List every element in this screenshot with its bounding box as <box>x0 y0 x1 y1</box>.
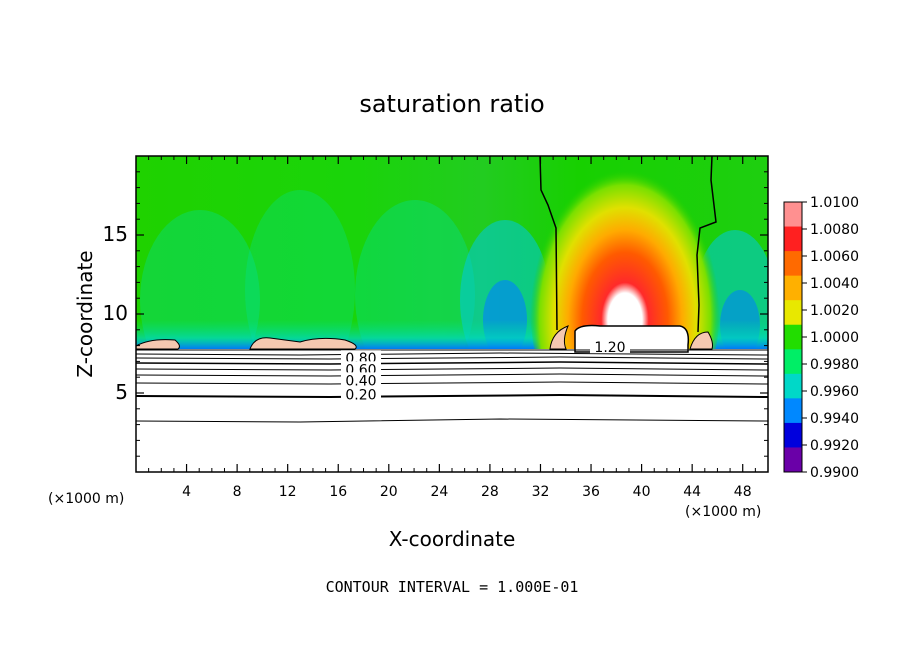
contour-line <box>136 352 768 356</box>
contour-line <box>136 381 768 385</box>
colorbar-label: 0.9920 <box>810 438 859 454</box>
colorbar-label: 1.0000 <box>810 330 859 346</box>
plot-area <box>136 156 768 472</box>
x-axis: 4 8 12 16 20 24 28 32 36 40 44 48 <box>148 156 756 500</box>
y-axis-label: Z-coordinate <box>73 250 97 377</box>
x-tick-label: 24 <box>430 484 448 500</box>
colorbar-label: 0.9940 <box>810 411 859 427</box>
colorbar-segment <box>784 373 802 399</box>
contour-label-bg <box>340 372 381 387</box>
colorbar: 1.0100 1.0080 1.0060 1.0040 1.0020 1.0000 0.99… <box>783 195 859 481</box>
contour-label: 0.20 <box>345 388 376 404</box>
colorbar-segment <box>784 447 802 473</box>
colorbar-label: 1.0020 <box>810 303 859 319</box>
y-axis: 5 10 15 <box>103 171 768 457</box>
x-tick-label: 16 <box>329 484 347 500</box>
dry-layer <box>136 349 768 472</box>
plume-boundary-contour <box>539 156 558 331</box>
x-tick-label: 4 <box>182 484 191 500</box>
contour-line <box>136 373 768 377</box>
plume-boundary-contour <box>696 156 717 333</box>
colorbar-segment <box>784 349 802 375</box>
x-tick-label: 12 <box>279 484 297 500</box>
x-tick-label: 48 <box>734 484 752 500</box>
colorbar-label: 1.0080 <box>810 222 859 238</box>
contour-label-bg <box>340 386 381 401</box>
colorbar-label: 1.0040 <box>810 276 859 292</box>
contour-line <box>136 367 768 371</box>
colorbar-label: 0.9980 <box>810 357 859 373</box>
x-unit-label: (×1000 m) <box>685 504 761 520</box>
colorbar-segment <box>784 275 802 301</box>
colorbar-label: 0.9900 <box>810 465 859 481</box>
contour-line <box>136 393 768 399</box>
z-unit-label: (×1000 m) <box>48 491 124 507</box>
cloud-edge <box>689 331 713 350</box>
contour-line <box>136 361 768 365</box>
contour-interval-note: CONTOUR INTERVAL = 1.000E-01 <box>326 578 579 596</box>
colorbar-segment <box>784 300 802 326</box>
contour-label-bg <box>340 350 381 365</box>
contour-label: 0.40 <box>345 373 376 389</box>
cloud-edge <box>549 325 569 350</box>
x-tick-label: 44 <box>683 484 701 500</box>
y-tick-label: 10 <box>103 301 128 325</box>
colorbar-segment <box>784 226 802 252</box>
cloud-edge <box>249 337 357 350</box>
contour-label: 1.20 <box>594 340 625 356</box>
colorbar-segment <box>784 398 802 424</box>
colorbar-segment <box>784 422 802 448</box>
x-tick-label: 36 <box>582 484 600 500</box>
x-axis-label: X-coordinate <box>389 527 516 551</box>
contour-label-bg <box>340 361 381 376</box>
colorbar-label: 1.0100 <box>810 195 859 211</box>
contour-lines <box>136 349 768 423</box>
x-tick-label: 32 <box>532 484 550 500</box>
colorbar-segment <box>784 324 802 350</box>
contour-label-bg <box>590 339 630 354</box>
colorbar-segment <box>784 202 802 228</box>
x-tick-label: 28 <box>481 484 499 500</box>
cloud-edge <box>136 339 180 350</box>
colorbar-label: 1.0060 <box>810 249 859 265</box>
contour-line <box>136 418 768 423</box>
colorbar-segment <box>784 251 802 277</box>
colorbar-label: 0.9960 <box>810 384 859 400</box>
y-tick-label: 5 <box>115 380 128 404</box>
chart-title: saturation ratio <box>359 90 544 118</box>
x-tick-label: 8 <box>233 484 242 500</box>
x-tick-label: 20 <box>380 484 398 500</box>
y-tick-label: 15 <box>103 222 128 246</box>
contour-labels: 0.800.600.400.201.20 <box>340 339 630 404</box>
contour-line <box>136 356 768 360</box>
x-tick-label: 40 <box>633 484 651 500</box>
